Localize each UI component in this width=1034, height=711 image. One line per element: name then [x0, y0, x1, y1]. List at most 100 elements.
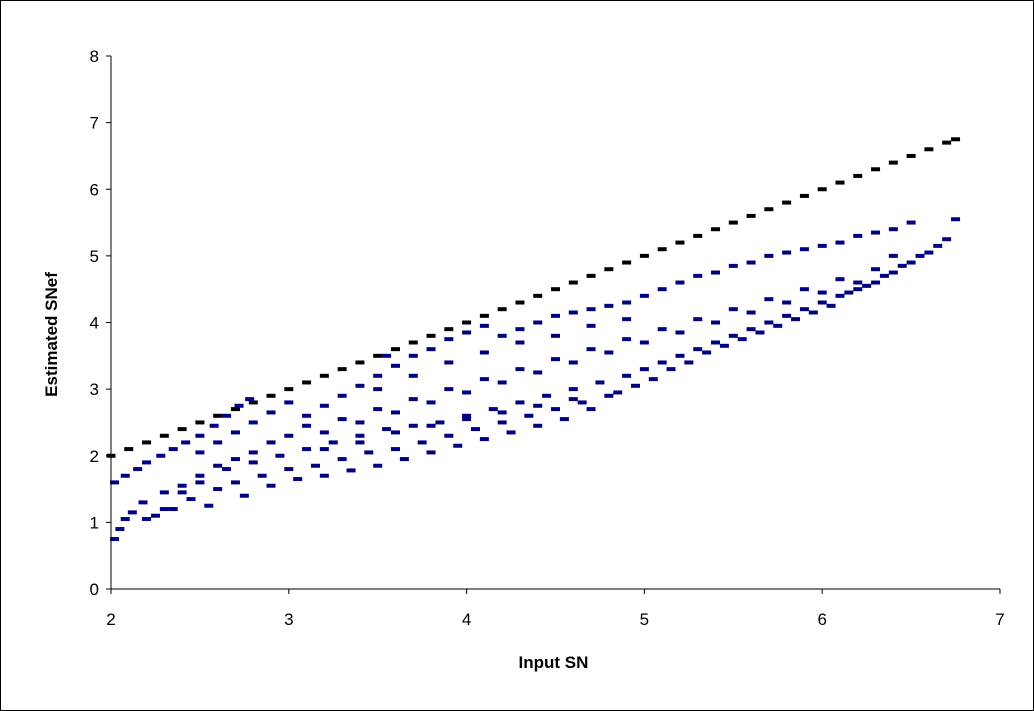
- data-point: [657, 327, 667, 332]
- axes: [110, 56, 1000, 590]
- data-point: [871, 167, 881, 172]
- data-point: [711, 227, 721, 232]
- data-point: [127, 510, 137, 515]
- data-point: [657, 247, 667, 252]
- data-point: [568, 310, 578, 315]
- data-point: [782, 250, 792, 255]
- y-tick-label: 3: [90, 380, 99, 399]
- data-point: [248, 450, 258, 455]
- data-point: [337, 417, 347, 422]
- data-point: [284, 433, 294, 438]
- data-point: [346, 468, 356, 473]
- data-point: [728, 263, 738, 268]
- data-point: [195, 433, 205, 438]
- data-point: [568, 280, 578, 285]
- data-point: [693, 233, 703, 238]
- data-point: [799, 307, 809, 312]
- data-point: [835, 180, 845, 185]
- data-point: [234, 403, 244, 408]
- data-point: [675, 353, 685, 358]
- data-point: [248, 420, 258, 425]
- data-point: [159, 433, 169, 438]
- data-point: [639, 340, 649, 345]
- data-point: [791, 317, 801, 322]
- x-tick-label: 2: [106, 610, 115, 629]
- data-point: [808, 310, 818, 315]
- data-point: [497, 420, 507, 425]
- data-point: [373, 373, 383, 378]
- data-point: [515, 340, 525, 345]
- data-point: [479, 323, 489, 328]
- y-axis-title: Estimated SNef: [42, 272, 61, 397]
- data-point: [835, 293, 845, 298]
- data-point: [266, 393, 276, 398]
- data-point: [124, 447, 134, 452]
- data-point: [933, 243, 943, 248]
- data-point: [408, 340, 418, 345]
- data-point: [222, 413, 232, 418]
- data-point: [951, 137, 961, 142]
- data-point: [195, 473, 205, 478]
- data-point: [737, 337, 747, 342]
- data-point: [693, 347, 703, 352]
- data-point: [906, 153, 916, 158]
- data-point: [782, 200, 792, 205]
- y-tick-label: 4: [90, 314, 99, 333]
- data-point: [266, 410, 276, 415]
- data-point: [639, 253, 649, 258]
- data-point: [284, 387, 294, 392]
- data-point: [675, 280, 685, 285]
- data-point: [764, 253, 774, 258]
- data-point: [133, 467, 143, 472]
- y-tick-label: 0: [90, 580, 99, 599]
- data-point: [213, 487, 223, 492]
- data-point: [924, 147, 934, 152]
- data-point: [568, 360, 578, 365]
- data-point: [862, 283, 872, 288]
- data-point: [764, 297, 774, 302]
- data-point: [648, 377, 658, 382]
- data-point: [462, 320, 472, 325]
- data-point: [266, 440, 276, 445]
- x-tick-label: 5: [640, 610, 649, 629]
- data-point: [364, 450, 374, 455]
- data-point: [639, 367, 649, 372]
- data-point: [817, 290, 827, 295]
- data-point: [746, 213, 756, 218]
- data-point: [120, 473, 130, 478]
- data-point: [888, 270, 898, 275]
- data-point: [239, 493, 249, 498]
- data-point: [942, 140, 952, 145]
- data-point: [230, 430, 240, 435]
- data-point: [204, 503, 214, 508]
- data-point: [248, 460, 258, 465]
- data-point: [382, 353, 392, 358]
- data-point: [817, 243, 827, 248]
- data-point: [195, 480, 205, 485]
- data-point: [906, 220, 916, 225]
- data-point: [506, 430, 516, 435]
- data-point: [328, 440, 338, 445]
- data-point: [888, 227, 898, 232]
- data-point: [728, 220, 738, 225]
- data-point: [390, 410, 400, 415]
- data-point: [213, 463, 223, 468]
- x-tick-label: 3: [284, 610, 293, 629]
- data-point: [186, 497, 196, 502]
- data-point: [302, 423, 312, 428]
- data-point: [533, 370, 543, 375]
- data-point: [302, 413, 312, 418]
- data-point: [382, 427, 392, 432]
- data-point: [168, 447, 178, 452]
- data-point: [604, 303, 614, 308]
- data-point: [746, 260, 756, 265]
- data-point: [879, 273, 889, 278]
- x-tick-label: 6: [817, 610, 826, 629]
- y-tick-label: 7: [90, 114, 99, 133]
- data-point: [586, 273, 596, 278]
- data-point: [595, 380, 605, 385]
- data-point: [702, 350, 712, 355]
- data-point: [533, 423, 543, 428]
- data-point: [551, 333, 560, 338]
